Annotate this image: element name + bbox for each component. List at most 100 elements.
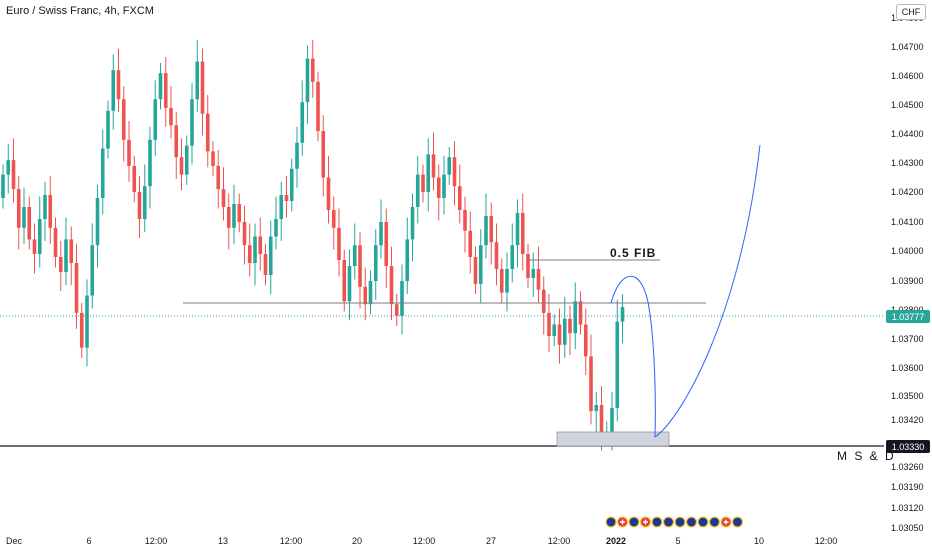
- msd-price-badge: 1.03330: [886, 440, 930, 453]
- candle-body: [100, 148, 105, 198]
- candle-body: [106, 110, 110, 149]
- price-tick-label: 1.04200: [891, 187, 924, 197]
- candle-body: [247, 245, 252, 263]
- candle-body: [557, 324, 562, 345]
- candle-body: [379, 222, 383, 246]
- candle-body: [615, 321, 620, 408]
- candle-body: [116, 70, 121, 100]
- eu-flag-icon[interactable]: [685, 516, 698, 528]
- candle-body: [74, 263, 79, 313]
- price-axis[interactable]: 1.048001.047001.046001.045001.044001.043…: [891, 13, 924, 533]
- swiss-cross-icon: [643, 519, 648, 525]
- time-tick-label: 10: [754, 536, 764, 546]
- candle-body: [253, 236, 257, 263]
- candle-body: [295, 142, 299, 169]
- candle-body: [337, 227, 341, 260]
- demand-zone[interactable]: [556, 431, 670, 447]
- time-tick-label: 2022: [606, 536, 626, 546]
- candle-body: [589, 356, 593, 411]
- candle-body: [578, 301, 583, 325]
- economic-events[interactable]: [605, 516, 744, 528]
- candle-body: [263, 254, 268, 275]
- time-tick-label: 13: [218, 536, 228, 546]
- candle-body: [32, 239, 37, 254]
- eu-flag-icon[interactable]: [674, 516, 686, 528]
- eu-flag-icon[interactable]: [731, 516, 744, 528]
- candle-body: [142, 186, 147, 219]
- candle-body: [526, 254, 530, 278]
- price-tick-label: 1.03120: [891, 503, 924, 513]
- eu-flag-icon[interactable]: [697, 516, 709, 528]
- time-tick-label: 20: [352, 536, 362, 546]
- eu-flag-icon[interactable]: [605, 516, 617, 528]
- candle-body: [447, 157, 452, 175]
- candle-body: [1, 174, 5, 198]
- candle-body: [174, 125, 179, 158]
- price-tick-label: 1.04000: [891, 246, 924, 256]
- eu-flag-icon[interactable]: [708, 516, 721, 528]
- candle-body: [342, 260, 347, 302]
- currency-button[interactable]: CHF: [896, 4, 926, 20]
- fib-label[interactable]: 0.5 FIB: [610, 246, 656, 260]
- candle-body: [284, 195, 289, 201]
- candle-body: [473, 257, 478, 284]
- price-tick-label: 1.04600: [891, 71, 924, 81]
- candle-body: [27, 207, 32, 240]
- price-tick-label: 1.03050: [891, 523, 924, 533]
- price-tick-label: 1.03900: [891, 276, 924, 286]
- candle-body: [484, 216, 488, 246]
- candle-body: [95, 198, 100, 246]
- candle-body: [121, 99, 126, 140]
- msd-label[interactable]: M S & D: [837, 449, 896, 463]
- eu-flag-icon[interactable]: [628, 516, 640, 528]
- time-axis[interactable]: Dec 6 12:00 13 12:00 20 12:00 27 12:00 2022 5 10 12:…: [6, 536, 837, 546]
- candle-body: [305, 58, 310, 103]
- candle-body: [457, 186, 462, 210]
- candle-body: [158, 73, 163, 100]
- candle-body: [22, 207, 26, 228]
- eu-flag-icon[interactable]: [662, 516, 675, 528]
- msd-price-value: 1.03330: [892, 442, 925, 452]
- candle-body: [211, 151, 215, 166]
- candle-body: [163, 73, 168, 108]
- time-tick-label: 5: [675, 536, 680, 546]
- time-tick-label: 12:00: [280, 536, 303, 546]
- candle-body: [536, 269, 541, 290]
- eu-flag-icon[interactable]: [651, 516, 663, 528]
- price-tick-label: 1.03260: [891, 462, 924, 472]
- candle-body: [568, 318, 572, 334]
- candle-body: [452, 157, 457, 187]
- candle-body: [368, 281, 373, 305]
- candle-body: [515, 213, 520, 246]
- candle-body: [415, 174, 420, 207]
- candle-body: [531, 269, 536, 278]
- candle-body: [58, 257, 63, 272]
- candle-body: [279, 195, 284, 219]
- candle-body: [363, 286, 368, 305]
- candle-body: [316, 81, 320, 132]
- candle-body: [64, 239, 68, 272]
- candle-body: [505, 269, 509, 293]
- candle-body: [547, 312, 551, 337]
- price-tick-label: 1.03190: [891, 482, 924, 492]
- candle-body: [221, 189, 226, 207]
- candle-body: [594, 405, 599, 411]
- last-price-value: 1.03777: [892, 312, 925, 322]
- candle-body: [321, 131, 326, 178]
- time-tick-label: Dec: [6, 536, 23, 546]
- price-tick-label: 1.04400: [891, 129, 924, 139]
- candle-body: [169, 107, 173, 126]
- candle-body: [205, 113, 210, 152]
- price-tick-label: 1.03500: [891, 391, 924, 401]
- candle-body: [468, 230, 473, 257]
- candle-body: [11, 160, 16, 190]
- candle-body: [274, 219, 278, 237]
- time-tick-label: 12:00: [413, 536, 436, 546]
- candle-body: [310, 58, 315, 82]
- time-tick-label: 12:00: [145, 536, 168, 546]
- projection-path[interactable]: [610, 144, 761, 438]
- candle-body: [127, 139, 131, 166]
- candle-body: [226, 207, 231, 228]
- candle-body: [442, 174, 446, 198]
